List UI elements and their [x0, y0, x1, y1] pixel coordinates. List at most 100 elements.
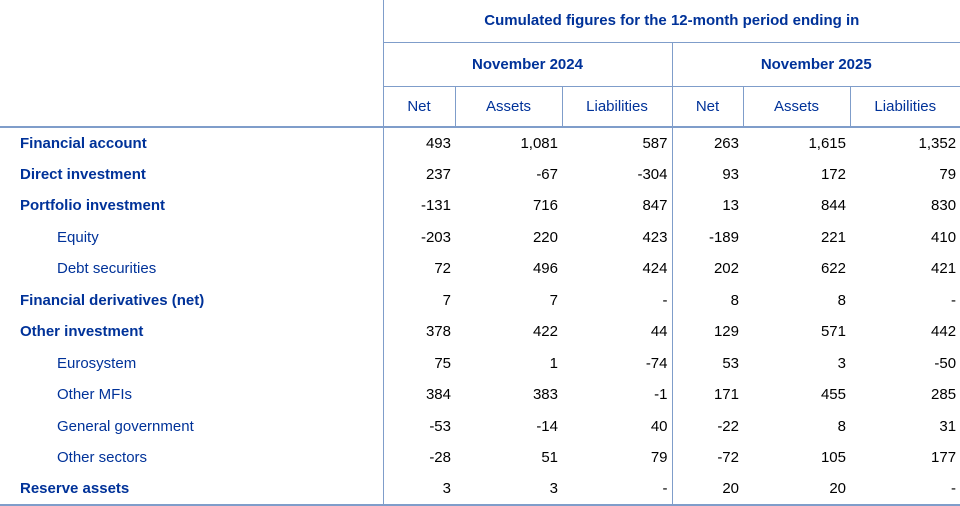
cell-value: 410 [931, 228, 957, 246]
cell-value: 847 [642, 197, 668, 215]
table-row-financial-account: Financial account 493 1,081 587 263 1,61… [0, 127, 960, 159]
row-label: Other MFIs [0, 379, 384, 411]
cell-value: 177 [931, 449, 957, 467]
cell-value: 172 [820, 165, 846, 183]
cell-value: -28 [429, 449, 451, 467]
row-label: Equity [0, 221, 384, 253]
table-row-equity: Equity -203 220 423 -189 221 410 [0, 221, 960, 253]
cell-value: 378 [425, 323, 451, 341]
row-label: Portfolio investment [0, 190, 384, 222]
cell-value: 44 [650, 323, 668, 341]
cell-value: 442 [931, 323, 957, 341]
cell-value: 493 [425, 134, 451, 152]
cell-value: -22 [671, 410, 743, 442]
table-row-reserve-assets: Reserve assets 3 3 - 20 20 - [0, 473, 960, 506]
cell-value: 7 [549, 291, 558, 309]
cell-value: 8 [671, 284, 743, 316]
cell-value: 51 [541, 449, 558, 467]
cell-value: 587 [642, 134, 668, 152]
column-header-net-2024: Net [383, 86, 456, 128]
table-row-financial-derivatives: Financial derivatives (net) 7 7 - 8 8 - [0, 284, 960, 316]
table-row-eurosystem: Eurosystem 75 1 -74 53 3 -50 [0, 347, 960, 379]
cell-value: -53 [429, 417, 451, 435]
table-row-other-investment: Other investment 378 422 44 129 571 442 [0, 316, 960, 348]
cell-value: 221 [820, 228, 846, 246]
cell-value: - [662, 291, 668, 309]
cell-value: 8 [837, 291, 846, 309]
column-header-net-2025: Net [672, 86, 744, 128]
row-label: Eurosystem [0, 347, 384, 379]
cell-value: 75 [434, 354, 451, 372]
column-group-november-2024: November 2024 [383, 42, 673, 87]
cell-value: -189 [671, 221, 743, 253]
table-row-other-mfis: Other MFIs 384 383 -1 171 455 285 [0, 379, 960, 411]
column-header-liabilities-2024: Liabilities [562, 86, 673, 128]
cell-value: 285 [931, 386, 957, 404]
cell-value: -72 [671, 442, 743, 474]
cell-value: 424 [642, 260, 668, 278]
cell-value: 455 [820, 386, 846, 404]
header-title-row: Cumulated figures for the 12-month perio… [0, 0, 960, 128]
cell-value: -14 [536, 417, 558, 435]
cell-value: 1,081 [520, 134, 558, 152]
row-label: Other investment [0, 316, 384, 348]
cell-value: 263 [671, 127, 743, 159]
cell-value: 421 [931, 260, 957, 278]
cell-value: 830 [931, 197, 957, 215]
table-row-other-sectors: Other sectors -28 51 79 -72 105 177 [0, 442, 960, 474]
table-row-debt-securities: Debt securities 72 496 424 202 622 421 [0, 253, 960, 285]
column-header-assets-2025: Assets [743, 86, 851, 128]
column-group-november-2025: November 2025 [672, 42, 960, 87]
row-label: Reserve assets [0, 473, 384, 506]
cell-value: 1,352 [918, 134, 957, 152]
cell-value: -50 [934, 354, 957, 372]
cell-value: 571 [820, 323, 846, 341]
table-row-general-government: General government -53 -14 40 -22 8 31 [0, 410, 960, 442]
table-title: Cumulated figures for the 12-month perio… [383, 0, 960, 43]
row-label: Debt securities [0, 253, 384, 285]
cell-value: 3 [837, 354, 846, 372]
cell-value: 422 [532, 323, 558, 341]
cell-value: 20 [671, 473, 743, 506]
cell-value: - [850, 473, 960, 506]
cell-value: 53 [671, 347, 743, 379]
cell-value: 220 [532, 228, 558, 246]
cell-value: 202 [671, 253, 743, 285]
row-label: Financial account [0, 127, 384, 159]
cell-value: -67 [536, 165, 558, 183]
cell-value: 79 [650, 449, 668, 467]
row-label: Other sectors [0, 442, 384, 474]
row-label: General government [0, 410, 384, 442]
table-row-direct-investment: Direct investment 237 -67 -304 93 172 79 [0, 158, 960, 190]
cell-value: 13 [671, 190, 743, 222]
cell-value: - [562, 473, 672, 506]
cell-value: 72 [434, 260, 451, 278]
cell-value: 1,615 [808, 134, 846, 152]
cell-value: 79 [939, 165, 957, 183]
cell-value: 31 [939, 417, 957, 435]
cell-value: -203 [420, 228, 451, 246]
cell-value: 20 [743, 473, 850, 506]
cell-value: 3 [383, 473, 455, 506]
cell-value: 40 [650, 417, 668, 435]
cell-value: -304 [637, 165, 668, 183]
cell-value: 423 [642, 228, 668, 246]
cell-value: 384 [425, 386, 451, 404]
cell-value: 171 [671, 379, 743, 411]
cell-value: 237 [425, 165, 451, 183]
table-row-portfolio-investment: Portfolio investment -131 716 847 13 844… [0, 190, 960, 222]
column-header-liabilities-2025: Liabilities [850, 86, 960, 128]
cell-value: 383 [532, 386, 558, 404]
cell-value: 716 [532, 197, 558, 215]
cell-value: - [951, 291, 957, 309]
row-label: Direct investment [0, 158, 384, 190]
label-column-spacer [0, 0, 384, 128]
row-label: Financial derivatives (net) [0, 284, 384, 316]
cell-value: 7 [442, 291, 451, 309]
cell-value: 1 [549, 354, 558, 372]
cell-value: 105 [820, 449, 846, 467]
cell-value: 3 [455, 473, 562, 506]
cell-value: -1 [654, 386, 668, 404]
